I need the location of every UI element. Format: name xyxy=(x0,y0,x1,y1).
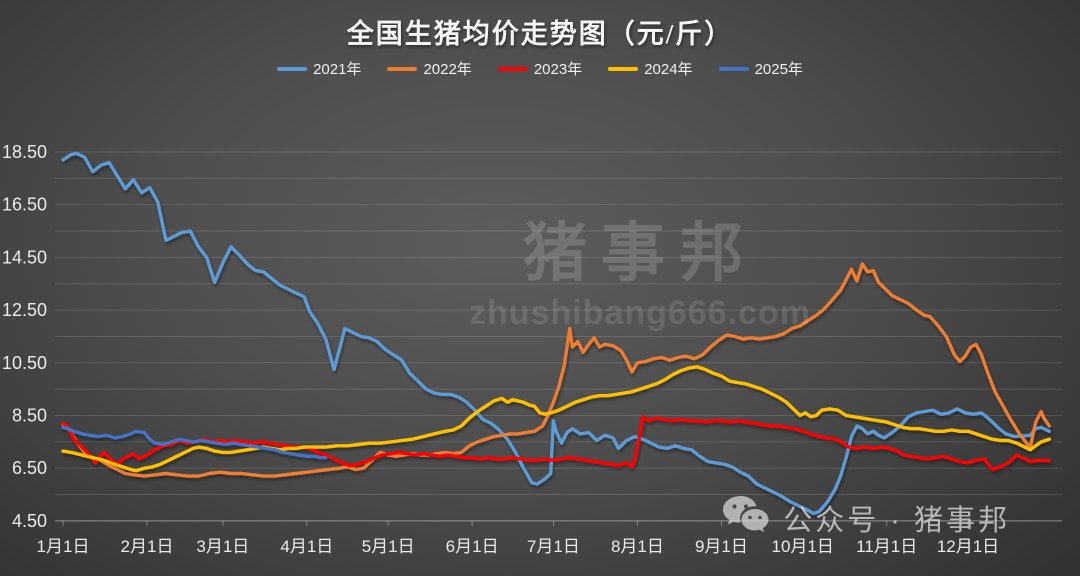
x-axis-tick-label: 3月1日 xyxy=(196,537,249,556)
legend-swatch-2024年 xyxy=(608,66,639,71)
y-axis-labels: 18.50 16.50 14.50 12.50 10.50 8.50 6.50 4.50 xyxy=(2,142,47,531)
series-line-2024年 xyxy=(61,365,1052,473)
x-axis-tick-label: 10月1日 xyxy=(772,537,834,556)
legend-item-2023年: 2023年 xyxy=(497,58,583,79)
y-axis-tick-label: 18.50 xyxy=(2,142,47,162)
legend-swatch-2023年 xyxy=(497,66,528,71)
x-axis-tick-label: 4月1日 xyxy=(280,537,333,556)
legend-label: 2021年 xyxy=(313,61,362,78)
chart-title: 全国生猪均价走势图（元/斤） xyxy=(346,19,734,49)
y-axis-tick-label: 16.50 xyxy=(2,195,47,215)
y-axis-tick-label: 12.50 xyxy=(2,300,47,320)
x-axis-tick-label: 9月1日 xyxy=(695,537,748,556)
x-axis xyxy=(55,520,1062,526)
footer-branding: 公众号 · 猪事邦 xyxy=(721,494,1010,541)
y-axis-tick-label: 4.50 xyxy=(12,511,47,531)
x-axis-tick-label: 2月1日 xyxy=(121,537,174,556)
y-axis-tick-label: 8.50 xyxy=(12,406,47,426)
x-axis-tick-label: 1月1日 xyxy=(37,537,90,556)
legend-label: 2022年 xyxy=(423,61,472,78)
x-axis-tick-label: 11月1日 xyxy=(856,537,917,556)
legend-swatch-2022年 xyxy=(387,66,418,71)
legend-item-2025年: 2025年 xyxy=(718,58,803,79)
legend-swatch-2025年 xyxy=(718,66,749,71)
x-axis-labels: 1月1日 2月1日 3月1日 4月1日 5月1日 6月1日 7月1日 8月1日 9月1日 10月1… xyxy=(37,537,1000,556)
x-axis-tick-label: 8月1日 xyxy=(611,537,664,556)
legend-item-2022年: 2022年 xyxy=(387,58,472,79)
y-axis-tick-label: 10.50 xyxy=(2,353,47,373)
legend-label: 2024年 xyxy=(644,61,693,78)
legend-swatch-2021年 xyxy=(277,66,308,71)
legend-label: 2025年 xyxy=(754,61,803,78)
x-axis-tick-label: 7月1日 xyxy=(527,537,580,556)
x-axis-tick-label: 6月1日 xyxy=(446,537,499,556)
x-axis-tick-label: 5月1日 xyxy=(362,537,415,556)
legend-item-2021年: 2021年 xyxy=(277,58,361,79)
series-line-2021年 xyxy=(61,151,1052,516)
footer-account-label: 公众号 · 猪事邦 xyxy=(783,504,1010,537)
legend-item-2024年: 2024年 xyxy=(608,58,693,79)
series-lines xyxy=(61,151,1052,516)
series-line-2025年 xyxy=(61,425,328,460)
gridlines xyxy=(55,151,1062,522)
legend: 2021年 2022年 2023年 2024年 2025年 xyxy=(0,58,1080,79)
y-axis-tick-label: 14.50 xyxy=(2,247,47,267)
series-line-2023年 xyxy=(61,415,1052,472)
series-line-2022年 xyxy=(61,262,1052,478)
x-axis-tick-label: 12月1日 xyxy=(937,537,999,556)
y-axis-tick-label: 6.50 xyxy=(12,458,47,478)
legend-label: 2023年 xyxy=(533,61,583,78)
wechat-icon xyxy=(721,494,773,541)
